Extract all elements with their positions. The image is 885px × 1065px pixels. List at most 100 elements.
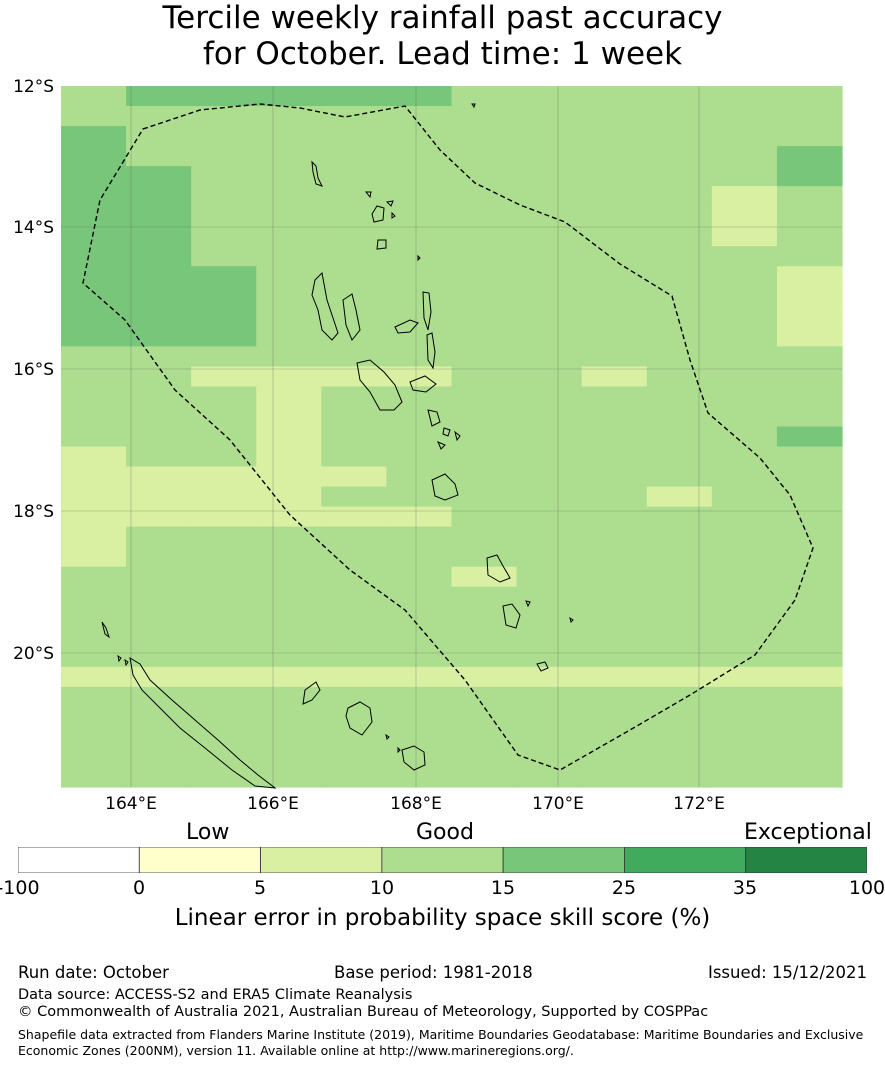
grid-cell: [451, 266, 518, 287]
grid-cell: [711, 506, 778, 528]
scale-word-exceptional: Exceptional: [744, 820, 872, 845]
grid-cell: [581, 286, 648, 307]
grid-cell: [256, 646, 322, 668]
grid-cell: [646, 546, 713, 568]
maewo-island: [422, 291, 432, 331]
aniwa-island: [525, 600, 531, 608]
grid-cell: [646, 106, 713, 127]
tanna-island: [502, 603, 521, 629]
colorbar-ticks: -100 0 5 10 15 25 35 100: [0, 877, 885, 901]
grid-cell: [451, 386, 518, 408]
grid-cell: [321, 386, 388, 408]
grid-cell: [386, 626, 453, 648]
grid-cell: [386, 446, 453, 468]
walpole-islet: [385, 733, 401, 754]
grid-cell: [321, 146, 388, 167]
grid-cell: [516, 286, 583, 307]
grid-cell: [581, 526, 648, 548]
grid-cell: [126, 86, 192, 107]
grid-cell: [646, 466, 713, 488]
grid-cell: [711, 626, 778, 648]
grid-cell: [451, 466, 518, 488]
grid-cell: [61, 766, 127, 788]
grid-cell: [451, 286, 518, 307]
grid-cell: [126, 446, 192, 468]
grid-cell: [776, 526, 843, 548]
grid-cell: [646, 686, 713, 708]
grid-cell: [256, 526, 322, 548]
grid-cell: [516, 166, 583, 187]
copyright: © Commonwealth of Australia 2021, Austra…: [18, 1004, 709, 1020]
grid-cell: [711, 526, 778, 548]
grid-cell: [321, 766, 388, 788]
grid-cell: [776, 126, 843, 147]
grid-cell: [126, 206, 192, 227]
grid-cell: [256, 566, 322, 588]
grid-cell: [451, 726, 518, 748]
grid-cell: [776, 646, 843, 668]
grid-cell: [711, 106, 778, 127]
grid-cell: [61, 386, 127, 408]
grid-cell: [256, 766, 322, 788]
grid-cell: [581, 386, 648, 408]
grid-cell: [126, 746, 192, 768]
grid-cell: [61, 206, 127, 227]
grid-cell: [126, 106, 192, 127]
data-source: Data source: ACCESS-S2 and ERA5 Climate …: [18, 987, 413, 1003]
grid-cell: [776, 206, 843, 227]
grid-cell: [516, 766, 583, 788]
grid-cell: [256, 726, 322, 748]
grid-cell: [191, 446, 257, 468]
grid-cell: [191, 606, 257, 628]
colorbar-boxes: [18, 847, 867, 873]
grid-cell: [191, 146, 257, 167]
grid-cell: [581, 766, 648, 788]
grid-cell: [516, 146, 583, 167]
grid-cell: [581, 126, 648, 147]
grid-cell: [646, 366, 713, 388]
grid-cell: [321, 406, 388, 428]
grid-cell: [516, 406, 583, 428]
grid-cell: [386, 606, 453, 628]
grid-cell: [191, 306, 257, 327]
grid-cell: [126, 346, 192, 367]
grid-cell: [451, 86, 518, 107]
grid-cell: [321, 746, 388, 768]
grid-cell: [321, 486, 388, 508]
grid-cell: [646, 346, 713, 367]
grid-cell: [516, 386, 583, 408]
new-caledonia-main: [129, 657, 277, 789]
grid-cell: [126, 506, 192, 528]
grid-cell: [516, 106, 583, 127]
grid-cell: [711, 726, 778, 748]
grid-cell: [126, 126, 192, 147]
grid-cell: [321, 586, 388, 608]
grid-cell: [256, 326, 322, 347]
grid-cell: [711, 706, 778, 728]
run-date: Run date: October: [18, 963, 169, 982]
lat-label-12s: 12°S: [13, 77, 54, 97]
grid-cell: [646, 706, 713, 728]
grid-cell: [191, 466, 257, 488]
colorbar-box: [745, 847, 867, 873]
grid-cell: [776, 466, 843, 488]
grid-cell: [451, 746, 518, 768]
grid-cell: [646, 526, 713, 548]
grid-cell: [61, 166, 127, 187]
grid-cell: [126, 466, 192, 488]
grid-cell: [776, 406, 843, 428]
grid-cell: [61, 406, 127, 428]
grid-cell: [451, 566, 518, 588]
grid-cell: [321, 566, 388, 588]
colorbar-box: [502, 847, 625, 873]
grid-cell: [61, 286, 127, 307]
grid-cell: [256, 246, 322, 267]
grid-cell: [191, 166, 257, 187]
grid-cell: [776, 566, 843, 588]
grid-cell: [776, 226, 843, 247]
grid-cell: [646, 726, 713, 748]
grid-cell: [776, 746, 843, 768]
grid-cell: [776, 666, 843, 688]
grid-cell: [646, 486, 713, 508]
grid-cell: [386, 186, 453, 207]
